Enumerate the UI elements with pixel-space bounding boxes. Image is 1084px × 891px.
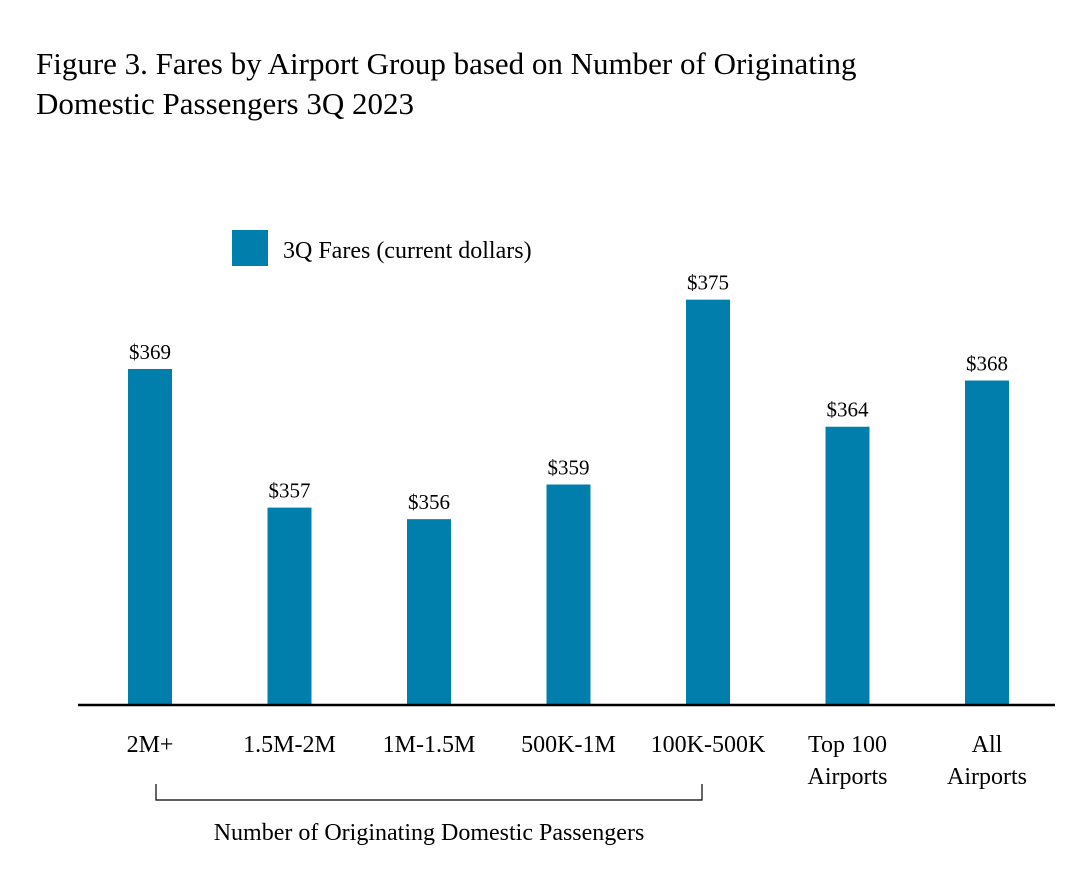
category-label: Top 100 — [808, 732, 887, 758]
data-label: $356 — [408, 490, 450, 514]
category-label: 1M-1.5M — [383, 732, 476, 758]
chart-title-line-2: Domestic Passengers 3Q 2023 — [36, 86, 414, 121]
data-labels-group: $369 $357 $356 $359 $375 $364 $368 — [129, 271, 1008, 515]
bracket-label: Number of Originating Domestic Passenger… — [214, 820, 645, 846]
bar — [965, 380, 1009, 704]
data-label: $359 — [548, 456, 590, 480]
data-label: $368 — [966, 352, 1008, 376]
category-label: 1.5M-2M — [243, 732, 336, 758]
bar — [686, 299, 730, 704]
legend: 3Q Fares (current dollars) — [232, 230, 532, 266]
category-label: 2M+ — [127, 732, 174, 758]
bar — [546, 484, 591, 704]
category-label: Airports — [808, 764, 888, 790]
chart-title-line-1: Figure 3. Fares by Airport Group based o… — [36, 46, 857, 81]
data-label: $369 — [129, 340, 171, 364]
data-label: $364 — [827, 398, 870, 422]
category-label: Airports — [947, 764, 1027, 790]
bar — [825, 426, 870, 704]
category-labels-group: 2M+ 1.5M-2M 1M-1.5M 500K-1M 100K-500K Top 100… — [127, 732, 1027, 790]
bar — [267, 507, 312, 704]
chart-title: Figure 3. Fares by Airport Group based o… — [36, 44, 1036, 124]
bar — [128, 368, 172, 704]
legend-label: 3Q Fares (current dollars) — [283, 238, 532, 264]
data-label: $375 — [687, 271, 729, 295]
category-label: 500K-1M — [521, 732, 616, 758]
category-label: All — [972, 732, 1003, 758]
category-label: 100K-500K — [651, 732, 766, 758]
bars-group — [128, 299, 1009, 704]
data-label: $357 — [269, 479, 311, 503]
passenger-bracket: Number of Originating Domestic Passenger… — [155, 784, 703, 846]
legend-swatch — [232, 230, 268, 266]
bracket-line — [155, 784, 703, 801]
bar — [407, 519, 451, 704]
